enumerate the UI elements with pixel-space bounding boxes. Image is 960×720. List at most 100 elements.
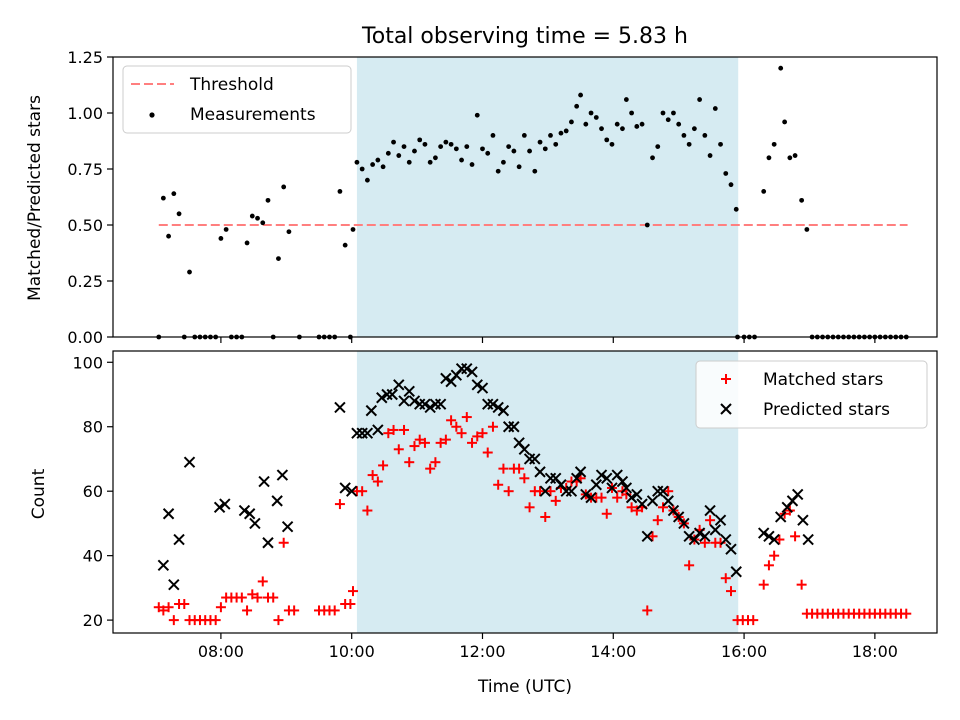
matched-star-point [535, 486, 546, 497]
predicted-star-point [497, 404, 510, 417]
matched-star-point [273, 615, 284, 626]
bottom-plot-frame [112, 350, 938, 634]
predicted-star-point [662, 495, 674, 507]
measurement-point [396, 153, 402, 158]
bottom-legend-box [695, 360, 928, 429]
measurement-point [623, 97, 629, 102]
predicted-star-point [704, 504, 716, 517]
predicted-star-point [356, 427, 368, 439]
measurement-point [506, 144, 512, 150]
measurement-point [718, 141, 723, 147]
predicted-star-point [213, 501, 226, 514]
measurement-point [480, 146, 485, 152]
matched-star-point [519, 473, 530, 484]
measurement-point [485, 150, 491, 156]
measurement-point [459, 157, 464, 163]
predicted-star-point [652, 485, 664, 497]
matched-star-point [514, 463, 525, 474]
measurement-point [614, 121, 620, 127]
predicted-star-point [523, 453, 536, 465]
measurement-point [766, 155, 772, 161]
matched-star-point [236, 592, 247, 603]
predicted-star-point [757, 527, 770, 539]
measurement-point [350, 227, 356, 232]
measurement-point [620, 126, 625, 132]
matched-star-point [790, 531, 801, 542]
measurement-point [249, 213, 255, 219]
predicted-star-point [508, 421, 520, 433]
matched-star-point [545, 486, 556, 497]
predicted-star-point [393, 379, 405, 391]
matched-star-point [414, 434, 425, 445]
predicted-star-point [386, 388, 398, 401]
predicted-star-point [529, 453, 541, 465]
matched-star-point [612, 492, 623, 503]
predicted-star-point [262, 537, 274, 549]
measurement-point [604, 137, 610, 143]
measurement-point [686, 141, 692, 147]
measurement-point [385, 150, 391, 156]
measurement-point [660, 110, 666, 116]
x-tick-label: 18:00 [852, 642, 898, 661]
predicted-star-point [616, 475, 629, 488]
measurement-point [427, 159, 433, 165]
predicted-star-point [730, 566, 742, 578]
y-tick-label: 1.25 [67, 48, 103, 67]
top-plot-frame [112, 56, 938, 338]
measurement-point [490, 133, 496, 138]
count-points [153, 363, 912, 626]
predicted-star-point [620, 482, 633, 494]
measurement-point [443, 139, 449, 145]
measurement-point [160, 195, 166, 201]
matched-star-point [367, 470, 378, 481]
predicted-star-point [414, 398, 426, 410]
matched-star-point [334, 499, 345, 510]
measurement-point [380, 164, 386, 170]
predicted-star-point [570, 472, 583, 485]
y-tick-label: 0.25 [67, 272, 103, 291]
predicted-star-point [560, 485, 572, 497]
measurement-point [359, 166, 365, 172]
measurement-point [583, 121, 589, 127]
measurement-point [644, 222, 650, 228]
top-legend-box [122, 65, 352, 134]
matched-star-point [446, 415, 457, 426]
matched-star-point [482, 447, 493, 458]
predicted-star-point [429, 398, 442, 410]
top-panel: 0.00 0.25 0.50 0.75 1.00 1.25 Matched/Predict… [25, 48, 938, 347]
bottom-y-axis-label: Count [29, 468, 49, 519]
matched-star-point [699, 537, 710, 548]
matched-star-point [647, 531, 658, 542]
measurement-point [495, 168, 501, 174]
x-tick-label: 16:00 [721, 642, 767, 661]
predicted-star-point [709, 524, 722, 536]
predicted-star-point [590, 479, 602, 491]
predicted-star-point [774, 511, 787, 523]
matched-star-point [168, 615, 179, 626]
matched-star-point [503, 486, 514, 497]
measurement-point [469, 162, 475, 167]
measurement-point [406, 159, 412, 165]
measurement-point [639, 121, 645, 127]
predicted-star-point [606, 482, 618, 494]
measurement-point [761, 189, 767, 194]
measurement-point [453, 146, 459, 152]
top-observing-span [356, 57, 739, 337]
matched-star-point [601, 508, 612, 519]
measurement-point [438, 144, 444, 150]
matched-star-point [451, 421, 462, 432]
measurement-point [799, 197, 805, 203]
measurement-point [511, 148, 517, 154]
measurement-point [553, 141, 559, 147]
measurement-point [255, 215, 260, 221]
predicted-star-point [173, 533, 185, 546]
measurement-point [286, 229, 292, 235]
matched-star-point [684, 560, 695, 571]
matched-star-point [631, 505, 642, 516]
measurement-point [782, 119, 788, 125]
measurement-point [171, 191, 177, 197]
top-legend: Threshold Measurements [122, 65, 352, 134]
measurement-point [281, 184, 287, 190]
matched-star-point [404, 457, 415, 468]
